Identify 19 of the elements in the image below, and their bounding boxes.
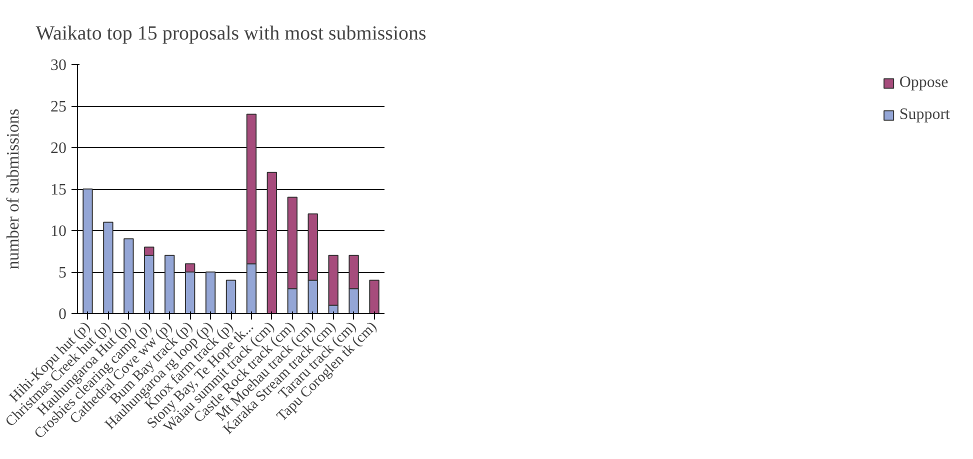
y-tick-label: 25 bbox=[50, 98, 66, 116]
bar bbox=[124, 238, 134, 314]
chart-title: Waikato top 15 proposals with most submissions bbox=[36, 22, 427, 44]
y-tick-label: 15 bbox=[50, 182, 66, 198]
bar bbox=[164, 254, 175, 314]
bar bbox=[82, 188, 93, 314]
legend-label: Support bbox=[899, 106, 950, 124]
y-tick-label: 30 bbox=[50, 57, 66, 74]
y-tick-label: 20 bbox=[50, 140, 66, 157]
y-tick-label: 5 bbox=[58, 264, 66, 282]
bar bbox=[103, 222, 114, 314]
bar bbox=[226, 280, 236, 314]
bar bbox=[369, 280, 380, 314]
legend-label: Oppose bbox=[899, 74, 948, 92]
y-tick-label: 10 bbox=[50, 223, 66, 240]
y-axis-title: number of submissions bbox=[4, 108, 22, 270]
bar bbox=[205, 272, 216, 314]
y-tick-label: 0 bbox=[58, 306, 66, 323]
bar bbox=[266, 172, 278, 314]
